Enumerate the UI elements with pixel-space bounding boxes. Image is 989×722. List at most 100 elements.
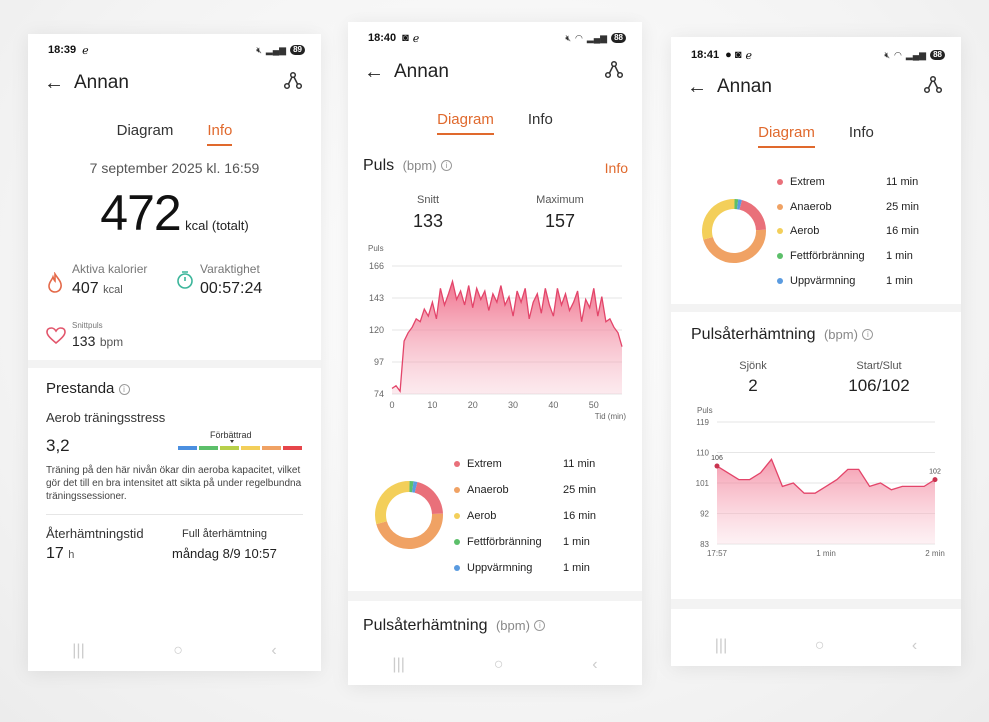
- y-axis-label: Puls: [697, 406, 713, 415]
- status-bar: 18:41 ● ◙ ℯ 🔇︎ ◠ ▂▄▆ 88: [691, 45, 945, 65]
- back-nav-icon[interactable]: ‹: [271, 642, 277, 659]
- recovery-header: Pulsåterhämtning (bpm) i: [363, 617, 546, 635]
- share-icon[interactable]: [604, 60, 624, 85]
- page-title: Annan: [394, 61, 449, 82]
- legend-dot: [454, 461, 460, 467]
- tab-diagram[interactable]: Diagram: [758, 124, 815, 148]
- legend-value: 1 min: [886, 274, 913, 287]
- kcal-total-unit: kcal (totalt): [185, 218, 249, 233]
- recovery-card: Pulsåterhämtning (bpm) i ||| ○ ‹: [348, 601, 642, 685]
- legend-dot: [454, 539, 460, 545]
- home-icon[interactable]: ○: [814, 637, 825, 654]
- donut-slice: [414, 482, 443, 515]
- legend-item: Extrem 11 min: [777, 170, 919, 195]
- tab-info[interactable]: Info: [527, 111, 553, 128]
- performance-title-text: Prestanda: [46, 380, 115, 397]
- legend-dot: [777, 179, 783, 186]
- recovery-time-value: 17 h: [46, 545, 74, 563]
- start-label: 106: [711, 455, 723, 462]
- y-tick-label: 101: [696, 479, 710, 488]
- x-tick-label: 50: [589, 400, 599, 410]
- end-point: [932, 477, 938, 483]
- zones-card: 18:41 ● ◙ ℯ 🔇︎ ◠ ▂▄▆ 88 ← Annan Diagram …: [671, 37, 961, 304]
- legend-item: Fettförbränning 1 min: [777, 244, 919, 269]
- legend-dot: [454, 487, 460, 493]
- tab-diagram[interactable]: Diagram: [116, 122, 174, 139]
- donut-slice: [376, 513, 443, 549]
- recovery-time-label: Återhämtningstid: [46, 526, 144, 541]
- info-icon[interactable]: i: [440, 160, 452, 172]
- legend-item: Aerob 16 min: [454, 503, 596, 529]
- mute-icon: 🔇︎: [884, 49, 890, 60]
- back-arrow-icon[interactable]: ←: [364, 61, 384, 83]
- legend-value: 1 min: [563, 562, 590, 574]
- info-icon[interactable]: i: [118, 383, 130, 395]
- total-kcal: 472 kcal (totalt): [28, 184, 321, 242]
- share-icon[interactable]: [283, 71, 303, 96]
- recents-icon[interactable]: |||: [72, 642, 85, 659]
- carrier-icon: ℯ: [745, 49, 753, 62]
- x-tick-label: 40: [548, 400, 558, 410]
- home-icon[interactable]: ○: [173, 642, 183, 659]
- active-calories-value: 407 kcal: [72, 280, 123, 298]
- legend-item: Fettförbränning 1 min: [454, 529, 596, 555]
- mute-icon: 🔇︎: [565, 32, 571, 43]
- scale-segment: [220, 446, 239, 450]
- legend-value: 16 min: [563, 510, 597, 522]
- y-tick-label: 120: [369, 325, 384, 335]
- max-value: 157: [544, 211, 576, 231]
- donut-slice: [703, 229, 766, 263]
- workout-date: 7 september 2025 kl. 16:59: [89, 160, 260, 176]
- x-tick-label: 10: [427, 400, 437, 410]
- max-label: Maximum: [536, 194, 584, 206]
- scale-segment: [178, 446, 197, 450]
- info-icon[interactable]: i: [862, 329, 874, 341]
- legend-item: Anaerob 25 min: [777, 195, 919, 220]
- zones-donut: [375, 481, 443, 549]
- share-icon[interactable]: [923, 75, 943, 100]
- app-bar: ← Annan: [671, 70, 961, 104]
- legend-dot: [777, 228, 783, 235]
- drop-label: Sjönk: [739, 360, 767, 372]
- phone-screen-diagram: 18:40 ◙ ℯ 🔇︎ ◠ ▂▄▆ 88 ← Annan Diagram In…: [348, 22, 642, 685]
- tab-info[interactable]: Info: [207, 122, 233, 146]
- tab-info[interactable]: Info: [848, 124, 874, 141]
- wifi-icon: ◠: [575, 32, 583, 43]
- y-tick-label: 74: [374, 389, 384, 399]
- avg-pulse-unit: bpm: [99, 335, 124, 349]
- notification-icons: ● ◙: [725, 49, 742, 61]
- legend-item: Uppvärmning 1 min: [777, 268, 919, 293]
- back-arrow-icon[interactable]: ←: [44, 72, 64, 94]
- recents-icon[interactable]: |||: [392, 656, 405, 673]
- back-nav-icon[interactable]: ‹: [911, 637, 918, 654]
- tab-diagram[interactable]: Diagram: [437, 111, 494, 135]
- avg-value: 133: [412, 211, 444, 231]
- avg-pulse-label: Snittpuls: [72, 321, 103, 330]
- status-icons: 🔇︎ ▂▄▆ 89: [256, 45, 305, 56]
- status-bar: 18:40 ◙ ℯ 🔇︎ ◠ ▂▄▆ 88: [368, 28, 626, 48]
- bottom-card: ||| ○ ‹: [671, 609, 961, 666]
- home-icon[interactable]: ○: [493, 656, 504, 673]
- wifi-icon: ◠: [894, 49, 902, 60]
- tab-bar: Diagram Info: [671, 124, 961, 148]
- active-calories-number: 407: [72, 280, 99, 297]
- pulse-area: [392, 281, 622, 394]
- pulse-chart: Puls 74 97 120 143 166 0 10 20 30 40 50 Tid (min): [368, 244, 626, 421]
- recovery-chart: Puls 83 92 101 110 119 17:57 1 min 2 min 106 102: [696, 406, 945, 558]
- recents-icon[interactable]: |||: [714, 637, 728, 654]
- start-point: [714, 463, 720, 469]
- y-tick-label: 97: [374, 357, 384, 367]
- battery-icon: 88: [611, 33, 626, 43]
- kcal-total-value: 472: [100, 185, 181, 241]
- info-icon[interactable]: i: [534, 620, 546, 632]
- back-arrow-icon[interactable]: ←: [687, 76, 707, 98]
- legend-item: Extrem 11 min: [454, 451, 596, 477]
- zones-legend: Extrem 11 min Anaerob 25 min Aerob 16 min Fett…: [454, 451, 596, 581]
- pulse-info-link[interactable]: Info: [604, 160, 628, 176]
- signal-icon: ▂▄▆: [905, 49, 927, 60]
- nav-bar: ||| ○ ‹: [348, 653, 642, 677]
- phone-screen-info: 18:39 ℯ 🔇︎ ▂▄▆ 89 ← Annan Diagram Info 7…: [28, 34, 321, 671]
- x-tick-label: 30: [508, 400, 518, 410]
- stress-scale-marker: [230, 440, 234, 443]
- back-nav-icon[interactable]: ‹: [592, 656, 598, 673]
